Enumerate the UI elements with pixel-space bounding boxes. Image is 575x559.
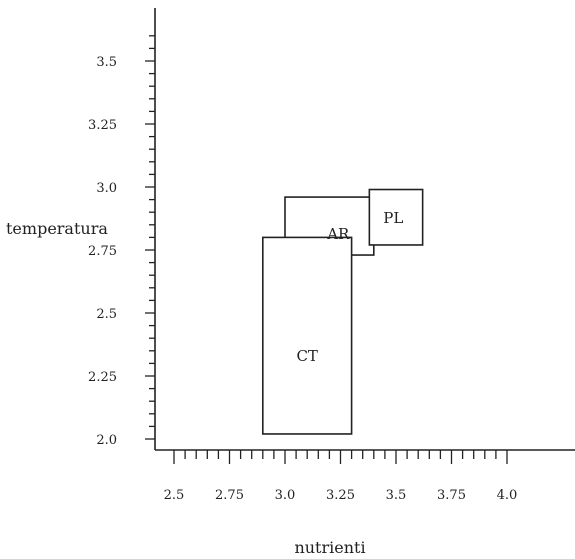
y-tick-labels: 2.0 2.25 2.5 2.75 3.0 3.25 3.5 bbox=[88, 55, 117, 448]
y-tick-label: 2.5 bbox=[96, 307, 117, 322]
region-label-pl: PL bbox=[383, 209, 403, 227]
x-tick-label: 3.25 bbox=[326, 488, 355, 503]
region-rect-ct bbox=[261, 236, 353, 435]
x-tick-label: 2.75 bbox=[215, 488, 244, 503]
y-tick-label: 2.75 bbox=[88, 244, 117, 259]
x-tick-label: 4.0 bbox=[497, 488, 518, 503]
regions: CT AR PL bbox=[261, 188, 424, 435]
x-tick-label: 3.5 bbox=[386, 488, 407, 503]
region-label-ct: CT bbox=[296, 347, 317, 365]
y-axis-label: temperatura bbox=[6, 219, 108, 238]
y-tick-label: 3.25 bbox=[88, 118, 117, 133]
y-tick-label: 3.5 bbox=[96, 55, 117, 70]
region-label-ar: AR bbox=[326, 225, 350, 243]
x-tick-labels: 2.5 2.75 3.0 3.25 3.5 3.75 4.0 bbox=[164, 488, 518, 503]
x-tick-label: 3.75 bbox=[437, 488, 466, 503]
x-tick-label: 2.5 bbox=[164, 488, 185, 503]
region-rect-pl bbox=[368, 188, 424, 246]
x-tick-label: 3.0 bbox=[275, 488, 296, 503]
y-tick-label: 3.0 bbox=[96, 181, 117, 196]
x-axis-label: nutrienti bbox=[294, 538, 365, 557]
ticks bbox=[145, 35, 508, 464]
y-tick-label: 2.25 bbox=[88, 370, 117, 385]
y-tick-label: 2.0 bbox=[96, 433, 117, 448]
